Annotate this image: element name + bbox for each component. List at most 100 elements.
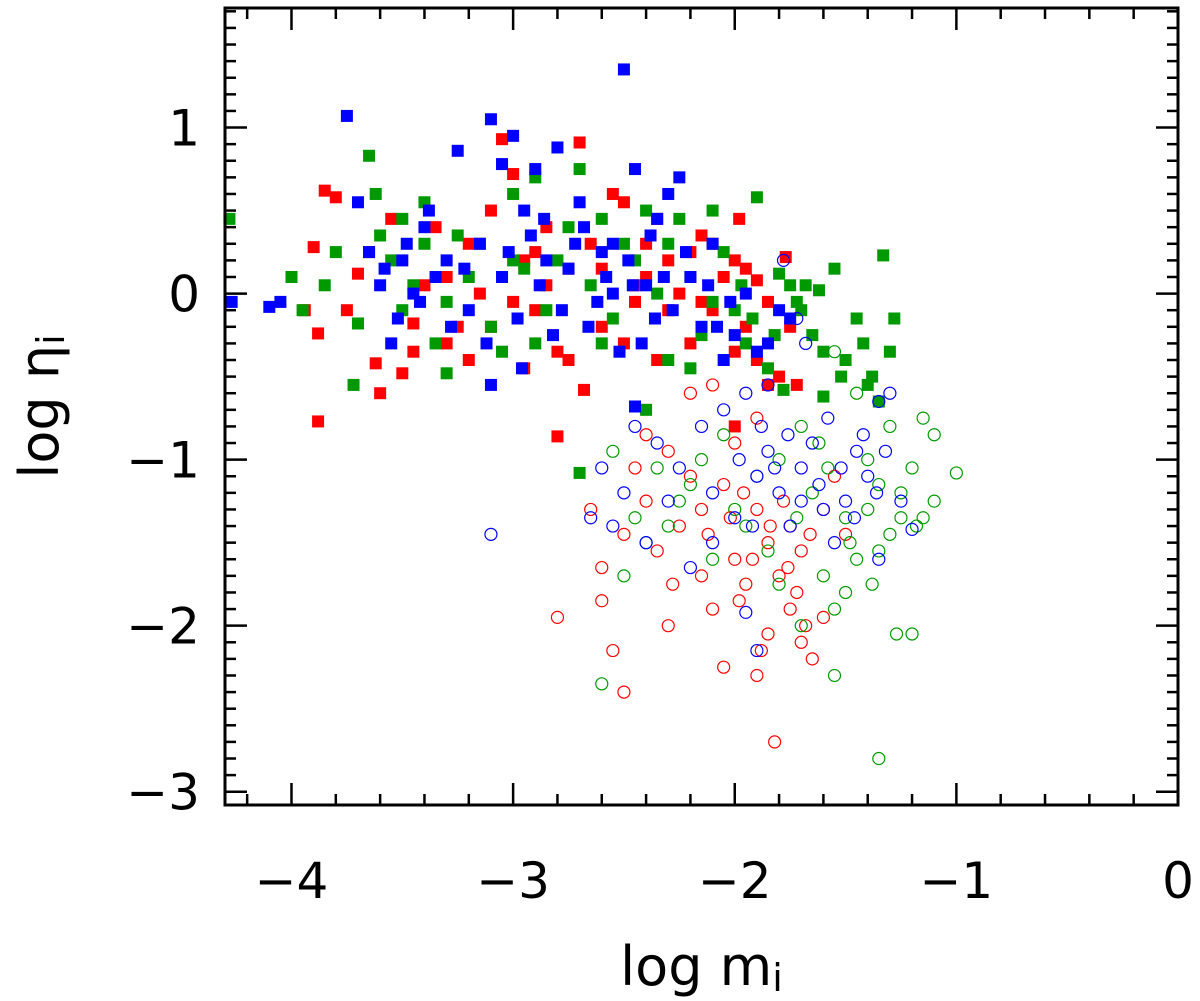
open-circle-point (650, 436, 664, 450)
open-circle-point (772, 453, 786, 467)
open-circle-point (723, 511, 737, 525)
filled-square-point (750, 345, 763, 358)
filled-square-point (644, 229, 657, 242)
filled-square-point (518, 204, 531, 217)
filled-square-point (462, 237, 475, 250)
open-circle-point (827, 536, 842, 550)
open-circle-point (694, 502, 709, 517)
filled-square-point (515, 362, 528, 375)
filled-square-point (285, 270, 298, 283)
filled-square-point (651, 212, 664, 225)
open-circle-point (781, 428, 795, 442)
open-circle-point (761, 544, 775, 558)
open-circle-point (705, 486, 720, 500)
y-tick-label: −1 (126, 432, 200, 490)
filled-square-point (857, 337, 870, 350)
filled-square-point (396, 367, 409, 380)
filled-square-point (606, 187, 619, 200)
filled-square-point (340, 304, 353, 317)
filled-square-point (613, 345, 626, 358)
x-tick-labels: −4 −3 −2 −1 0 (255, 852, 1194, 910)
filled-square-point (407, 345, 420, 358)
open-circle-point (761, 627, 775, 641)
open-circle-point (856, 428, 870, 442)
filled-square-point (484, 204, 497, 217)
open-circle-point (894, 494, 908, 508)
filled-square-point (378, 262, 391, 275)
open-circle-point (750, 411, 764, 425)
filled-square-point (850, 312, 863, 325)
filled-square-point (351, 317, 364, 330)
open-circle-point (595, 594, 609, 608)
open-circle-point (794, 635, 808, 649)
filled-square-point (761, 378, 774, 391)
filled-square-point (648, 312, 661, 325)
filled-square-point (363, 149, 376, 162)
filled-square-point (429, 221, 442, 234)
filled-square-point (391, 312, 404, 325)
open-circle-point (761, 536, 775, 550)
filled-square-point (839, 354, 852, 367)
open-circle-point (889, 627, 904, 641)
open-circle-point (883, 527, 897, 541)
filled-square-point (462, 354, 475, 367)
open-circle-point (812, 436, 826, 450)
filled-square-point (595, 246, 608, 259)
open-circle-point (717, 403, 731, 417)
filled-square-point (591, 295, 604, 308)
open-circle-point (628, 419, 642, 434)
open-circle-point (745, 552, 760, 566)
open-circle-point (816, 610, 830, 624)
open-circle-point (905, 522, 919, 536)
filled-square-point (684, 337, 697, 350)
open-circle-point (672, 494, 686, 508)
filled-square-point (784, 279, 797, 292)
open-circle-point (650, 461, 664, 475)
x-axis-title: log mi (620, 935, 783, 1000)
open-circle-point (739, 605, 753, 619)
open-circle-point (834, 461, 848, 475)
filled-square-point (551, 141, 564, 154)
open-circle-point (872, 394, 886, 409)
open-circle-point (905, 627, 919, 641)
open-circle-point (850, 444, 864, 458)
filled-square-point (733, 212, 746, 225)
filled-square-point (418, 237, 431, 250)
filled-square-point (640, 279, 653, 292)
open-circle-point (672, 461, 686, 475)
data-points (223, 63, 963, 766)
filled-square-point (617, 237, 630, 250)
filled-square-point (746, 312, 759, 325)
open-circle-point (745, 519, 760, 533)
filled-square-point (578, 383, 591, 396)
open-circle-point (861, 469, 875, 483)
open-circle-point (768, 461, 782, 475)
filled-square-point (695, 295, 708, 308)
open-circle-point (717, 660, 731, 674)
open-circle-point (872, 552, 886, 566)
open-circle-point (639, 494, 653, 508)
x-tick-label: −2 (698, 852, 772, 910)
open-circle-point (617, 486, 631, 500)
filled-square-point (473, 287, 486, 300)
open-circle-point (595, 677, 609, 691)
filled-square-point (717, 354, 730, 367)
open-circle-point (672, 519, 686, 533)
open-circle-point (661, 494, 675, 508)
y-axis-title: log ηi (8, 334, 73, 478)
filled-square-point (440, 270, 453, 283)
open-circle-point (584, 511, 598, 525)
filled-square-point (511, 312, 524, 325)
filled-square-point (451, 144, 464, 157)
filled-square-point (518, 262, 531, 275)
filled-square-point (728, 329, 741, 342)
open-circle-point (803, 527, 817, 541)
open-circle-point (843, 536, 857, 550)
filled-square-point (724, 295, 737, 308)
open-circle-point (794, 461, 808, 475)
filled-square-point (673, 171, 686, 184)
filled-square-point (225, 295, 238, 308)
open-circle-point (737, 486, 751, 500)
filled-square-point (429, 337, 442, 350)
open-circle-point (799, 336, 813, 351)
